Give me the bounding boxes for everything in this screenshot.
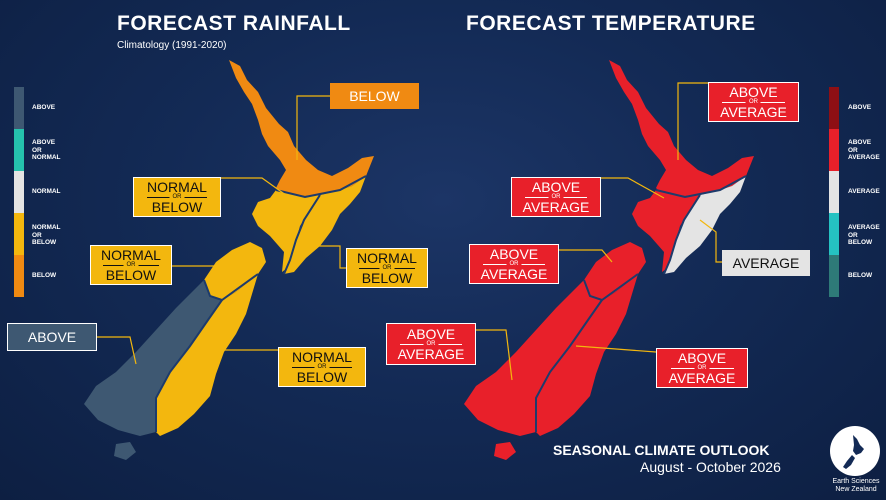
temperature-title: FORECAST TEMPERATURE [466,12,756,35]
outlook-period: August - October 2026 [640,459,781,475]
rainfall-region-east-south-island [156,274,258,436]
rainfall-label-or: OR [123,261,139,269]
temperature-legend-label-3: AVERAGE OR BELOW [848,224,880,246]
temperature-label-top: ABOVE [406,325,456,342]
temperature-legend-label-2: AVERAGE [848,188,880,195]
temperature-legend-swatch-average-or-below [829,213,839,255]
rainfall-label-bottom: BELOW [151,198,203,215]
temperature-legend-bar [829,87,839,297]
temperature-label-text: AVERAGE [732,254,800,271]
temperature-label-west-south-island: ABOVE OR AVERAGE [386,323,476,365]
temperature-legend-swatch-above [829,87,839,129]
temperature-legend-label-0: ABOVE [848,104,872,111]
rainfall-region-north-north-island [229,60,374,196]
temperature-label-top: ABOVE [677,349,727,366]
rainfall-label-or: OR [314,363,330,371]
rainfall-region-north-south-island [204,242,266,300]
rainfall-legend-swatch-normal-or-below [14,213,24,255]
rainfall-label-text: BELOW [349,87,400,104]
rainfall-legend-label-1: ABOVE OR NORMAL [32,139,61,161]
temperature-legend-swatch-average [829,171,839,213]
temperature-region-north-south-island [584,242,646,300]
temperature-label-north-north-island: ABOVE OR AVERAGE [708,82,799,122]
rainfall-subtitle: Climatology (1991-2020) [117,40,227,51]
rainfall-label-top: NORMAL [147,178,207,195]
temperature-label-top: ABOVE [531,178,581,195]
rainfall-label-or: OR [169,193,185,201]
rainfall-legend-swatch-above-or-normal [14,129,24,171]
rainfall-map [84,60,374,460]
temperature-label-east-north-island: AVERAGE [722,250,810,276]
rainfall-legend-swatch-below [14,255,24,297]
temperature-label-top: ABOVE [489,245,539,262]
rainfall-legend-label-4: BELOW [32,272,57,279]
rainfall-legend-label-0: ABOVE [32,104,56,111]
temperature-label-or: OR [745,98,761,106]
temperature-label-bottom: AVERAGE [720,103,787,120]
temperature-legend-label-4: BELOW [848,272,873,279]
rainfall-region-west-north-island [252,190,320,272]
rainfall-title: FORECAST RAINFALL [117,12,351,35]
temperature-label-or: OR [506,260,522,268]
temperature-region-east-north-island [664,176,746,274]
temperature-legend-swatch-below [829,255,839,297]
temperature-label-or: OR [694,364,710,372]
temperature-region-west-south-island [464,280,602,436]
rainfall-label-bottom: BELOW [361,269,413,286]
temperature-map [464,60,754,460]
rainfall-region-west-south-island [84,280,222,436]
temperature-legend-swatch-above-or-average [829,129,839,171]
rainfall-label-north-south-island: NORMAL OR BELOW [90,245,172,285]
earth-sciences-logo [830,426,880,476]
rainfall-label-top: NORMAL [101,246,161,263]
rainfall-label-west-north-island: NORMAL OR BELOW [133,177,221,217]
temperature-label-bottom: AVERAGE [480,265,548,282]
temperature-region-west-north-island [632,190,700,272]
temperature-label-north-south-island: ABOVE OR AVERAGE [469,244,559,284]
rainfall-label-east-north-island: NORMAL OR BELOW [346,248,428,288]
temperature-label-bottom: AVERAGE [668,369,736,386]
rainfall-legend-bar [14,87,24,297]
rainfall-region-east-north-island [284,176,366,274]
rainfall-label-text: ABOVE [27,328,77,345]
temperature-region-north-north-island [609,60,754,196]
rainfall-label-west-south-island: ABOVE [7,323,97,351]
temperature-region-east-south-island [536,274,638,436]
temperature-label-east-south-island: ABOVE OR AVERAGE [656,348,748,388]
rainfall-legend-swatch-normal [14,171,24,213]
rainfall-label-east-south-island: NORMAL OR BELOW [278,347,366,387]
temperature-label-or: OR [423,340,439,348]
outlook-title: SEASONAL CLIMATE OUTLOOK [553,442,770,458]
rainfall-stewart-island [114,442,136,460]
rainfall-label-north-north-island: BELOW [330,83,419,109]
rainfall-label-or: OR [379,264,395,272]
temperature-label-west-north-island: ABOVE OR AVERAGE [511,177,601,217]
temperature-stewart-island [494,442,516,460]
temperature-legend-label-1: ABOVE OR AVERAGE [848,139,880,161]
logo-text: Earth Sciences New Zealand [832,478,880,493]
temperature-label-or: OR [548,193,564,201]
rainfall-legend-label-3: NORMAL OR BELOW [32,224,61,246]
temperature-label-top: ABOVE [729,83,778,100]
rainfall-label-top: NORMAL [292,348,352,365]
rainfall-label-bottom: BELOW [296,368,348,385]
rainfall-legend-label-2: NORMAL [32,188,61,195]
temperature-label-bottom: AVERAGE [522,198,590,215]
rainfall-legend-swatch-above [14,87,24,129]
rainfall-label-top: NORMAL [357,249,417,266]
rainfall-label-bottom: BELOW [105,266,157,283]
temperature-label-bottom: AVERAGE [397,345,465,362]
